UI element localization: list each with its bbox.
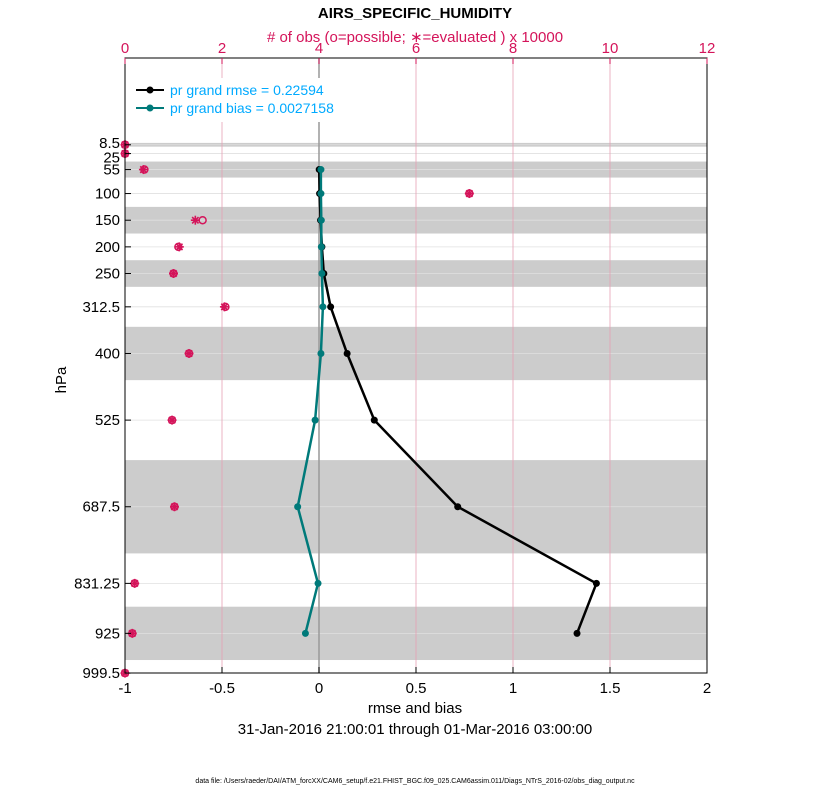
x-axis-label: rmse and bias xyxy=(368,700,462,717)
series-1-point-8 xyxy=(294,503,302,511)
series-1-point-9 xyxy=(314,579,322,587)
date-range: 31-Jan-2016 21:00:01 through 01-Mar-2016… xyxy=(238,721,592,738)
series-0-point-6 xyxy=(343,349,351,357)
x-tick-label: -1 xyxy=(118,680,131,697)
top-tick-label: 6 xyxy=(412,40,420,57)
y-tick-label: 150 xyxy=(95,212,120,229)
series-1-point-7 xyxy=(311,416,319,424)
legend-marker-rmse xyxy=(146,86,154,94)
top-tick-label: 8 xyxy=(509,40,517,57)
top-tick-label: 10 xyxy=(602,40,619,57)
chart-title: AIRS_SPECIFIC_HUMIDITY xyxy=(318,5,512,22)
y-tick-label: 925 xyxy=(95,625,120,642)
obs-evaluated-11 xyxy=(130,578,140,588)
y-tick-label: 999.5 xyxy=(82,665,120,682)
y-tick-label: 250 xyxy=(95,266,120,283)
series-1-point-6 xyxy=(317,349,325,357)
y-tick-label: 25 xyxy=(103,150,120,167)
series-1-point-2 xyxy=(317,216,325,224)
series-1-point-10 xyxy=(301,629,309,637)
x-tick-label: 0.5 xyxy=(406,680,427,697)
y-tick-label: 831.25 xyxy=(74,575,120,592)
series-1-point-1 xyxy=(317,190,325,198)
obs-evaluated-10 xyxy=(169,502,179,512)
series-0-point-9 xyxy=(592,579,600,587)
series-lines xyxy=(294,166,600,637)
series-0-point-8 xyxy=(454,503,462,511)
top-tick-label: 4 xyxy=(315,40,323,57)
x-tick-label: 1.5 xyxy=(600,680,621,697)
obs-evaluated-4 xyxy=(190,215,200,225)
x-tick-label: 2 xyxy=(703,680,711,697)
y-tick-label: 8.5 xyxy=(99,135,120,152)
legend-box xyxy=(130,78,358,122)
obs-evaluated-3 xyxy=(464,189,474,199)
series-1-point-5 xyxy=(319,303,327,311)
y-tick-label: 200 xyxy=(95,239,120,256)
top-tick-labels: 0 2 4 6 8 10 12 xyxy=(121,40,716,64)
footer-datafile: data file: /Users/raeder/DAI/ATM_forcXX/… xyxy=(195,778,635,785)
x-tick-label: -0.5 xyxy=(209,680,235,697)
legend-label-rmse: pr grand rmse = 0.22594 xyxy=(170,82,324,98)
series-1-point-0 xyxy=(317,166,325,174)
legend: pr grand rmse = 0.22594 pr grand bias = … xyxy=(130,78,358,122)
y-axis-label: hPa xyxy=(53,366,70,393)
y-tick-label: 312.5 xyxy=(82,299,120,316)
obs-evaluated-9 xyxy=(167,415,177,425)
x-tick-labels: -1 -0.5 0 0.5 1 1.5 2 xyxy=(118,667,711,697)
obs-evaluated-5 xyxy=(174,242,184,252)
series-0-point-10 xyxy=(573,629,581,637)
x-tick-label: 1 xyxy=(509,680,517,697)
legend-marker-bias xyxy=(146,104,154,112)
top-tick-label: 2 xyxy=(218,40,226,57)
y-tick-label: 400 xyxy=(95,345,120,362)
series-1-point-4 xyxy=(318,270,326,278)
y-tick-label: 100 xyxy=(95,186,120,203)
y-tick-label: 55 xyxy=(103,162,120,179)
series-0-point-7 xyxy=(370,416,378,424)
series-1-point-3 xyxy=(317,243,325,251)
top-tick-label: 12 xyxy=(699,40,716,57)
top-axis-label: # of obs (o=possible; ∗=evaluated ) x 10… xyxy=(267,29,563,46)
legend-label-bias: pr grand bias = 0.0027158 xyxy=(170,100,334,116)
top-tick-label: 0 xyxy=(121,40,129,57)
y-tick-label: 687.5 xyxy=(82,499,120,516)
series-0-point-5 xyxy=(327,303,335,311)
obs-evaluated-7 xyxy=(219,302,229,312)
obs-evaluated-6 xyxy=(169,269,178,279)
obs-evaluated-2 xyxy=(138,165,148,175)
obs-evaluated-8 xyxy=(184,348,194,358)
y-tick-label: 525 xyxy=(95,412,120,429)
series-line-0 xyxy=(317,169,598,634)
x-tick-label: 0 xyxy=(315,680,323,697)
